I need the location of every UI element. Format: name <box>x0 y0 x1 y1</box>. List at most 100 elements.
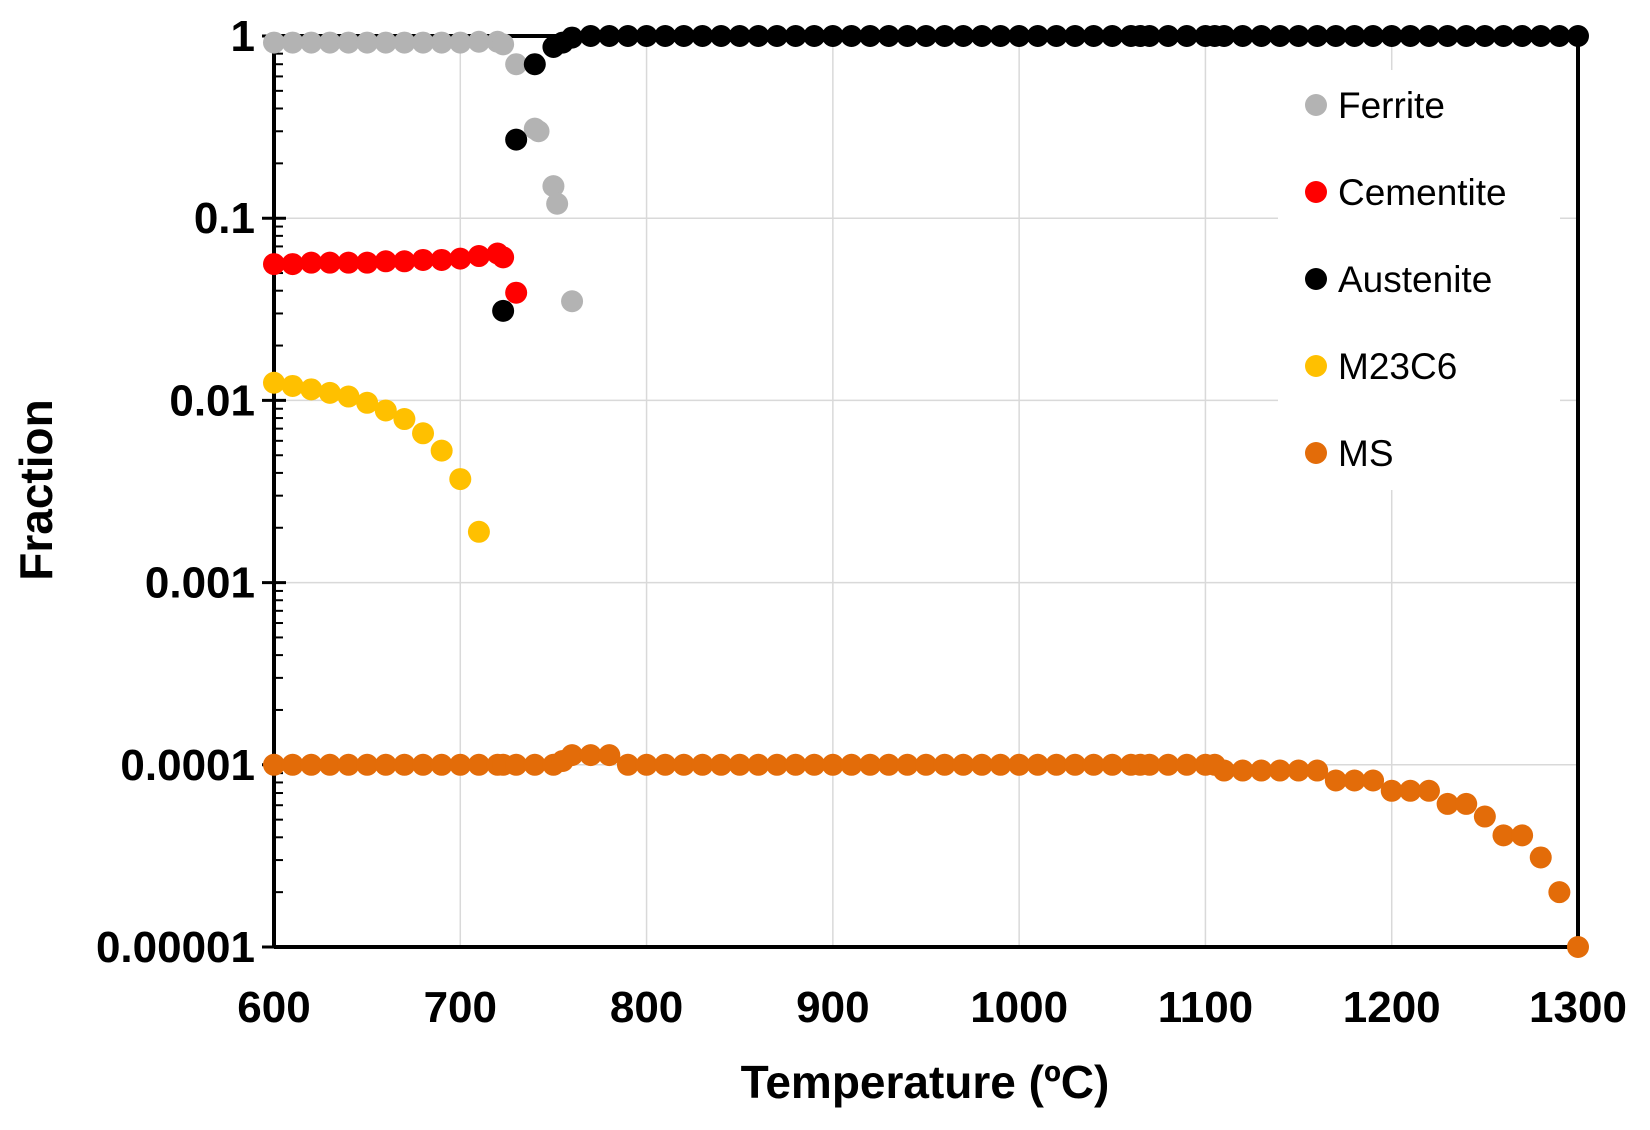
data-point <box>952 25 975 47</box>
data-point <box>337 385 360 408</box>
data-point <box>430 31 453 54</box>
y-axis-title: Fraction <box>10 399 62 580</box>
data-point <box>281 253 304 276</box>
data-point <box>877 25 900 47</box>
series-cementite <box>263 242 528 304</box>
data-point <box>1101 25 1124 47</box>
data-point <box>318 381 341 404</box>
data-point <box>430 248 453 271</box>
data-point <box>1436 25 1459 47</box>
data-point <box>467 520 490 543</box>
data-point <box>430 753 453 776</box>
data-point <box>561 290 584 313</box>
series-ferrite <box>263 30 584 313</box>
data-point <box>492 299 515 322</box>
data-point <box>1138 753 1161 776</box>
data-point <box>1324 769 1347 792</box>
data-points <box>263 25 1589 958</box>
data-point <box>1343 25 1366 47</box>
data-point <box>1548 25 1571 47</box>
data-point <box>579 744 602 767</box>
data-point <box>1268 759 1291 782</box>
data-point <box>393 753 416 776</box>
data-point <box>374 753 397 776</box>
data-point <box>300 31 323 54</box>
data-point <box>989 25 1012 47</box>
data-point <box>1306 759 1329 782</box>
data-point <box>765 25 788 47</box>
data-point <box>337 251 360 274</box>
data-point <box>896 753 919 776</box>
data-point <box>300 378 323 401</box>
y-tick-label: 0.0001 <box>120 741 255 790</box>
data-point <box>1138 25 1161 47</box>
data-point <box>337 31 360 54</box>
data-point <box>1380 779 1403 802</box>
data-point <box>1492 25 1515 47</box>
data-point <box>728 753 751 776</box>
data-point <box>561 26 584 49</box>
data-point <box>300 753 323 776</box>
y-tick-labels: 1 0.1 0.01 0.001 0.0001 0.00001 <box>96 12 255 972</box>
data-point <box>1473 805 1496 828</box>
data-point <box>449 247 472 270</box>
x-tick-label: 800 <box>610 983 683 1032</box>
data-point <box>859 753 882 776</box>
data-point <box>1567 936 1589 958</box>
series-austenite <box>492 25 1589 322</box>
data-point <box>467 30 490 53</box>
data-point <box>1380 25 1403 47</box>
data-point <box>1082 753 1105 776</box>
y-tick-label: 0.001 <box>145 559 255 608</box>
data-point <box>505 281 528 304</box>
data-point <box>915 25 937 47</box>
data-point <box>598 25 621 47</box>
data-point <box>1231 25 1254 47</box>
data-point <box>933 25 956 47</box>
data-point <box>970 753 993 776</box>
data-point <box>970 25 993 47</box>
data-point <box>803 753 826 776</box>
data-point <box>784 753 807 776</box>
data-point <box>542 175 565 198</box>
data-point <box>1399 25 1422 47</box>
legend-marker-ms <box>1305 442 1327 464</box>
data-point <box>1362 769 1385 792</box>
data-point <box>337 753 360 776</box>
data-point <box>747 25 770 47</box>
data-point <box>1101 753 1124 776</box>
data-point <box>821 753 844 776</box>
x-tick-label: 1200 <box>1343 983 1441 1032</box>
data-point <box>281 31 304 54</box>
series-ms <box>263 744 1589 958</box>
data-point <box>989 753 1012 776</box>
data-point <box>1250 759 1273 782</box>
data-point <box>1511 824 1534 847</box>
data-point <box>1064 753 1087 776</box>
x-tick-label: 600 <box>237 983 310 1032</box>
data-point <box>933 753 956 776</box>
legend-marker-cementite <box>1305 181 1327 203</box>
data-point <box>635 25 658 47</box>
x-axis-title: Temperature (ºC) <box>741 1056 1110 1108</box>
legend-marker-ferrite <box>1305 94 1327 116</box>
data-point <box>1231 759 1254 782</box>
data-point <box>952 753 975 776</box>
data-point <box>561 744 584 767</box>
data-point <box>1287 25 1310 47</box>
data-point <box>1268 25 1291 47</box>
data-point <box>318 251 341 274</box>
y-tick-label: 0.1 <box>194 194 255 243</box>
data-point <box>356 31 379 54</box>
data-point <box>691 25 714 47</box>
legend: Ferrite Cementite Austenite M23C6 MS <box>1278 70 1560 490</box>
legend-marker-m23c6 <box>1305 355 1327 377</box>
data-point <box>467 245 490 268</box>
data-point <box>1473 25 1496 47</box>
data-point <box>840 753 863 776</box>
data-point <box>859 25 882 47</box>
data-point <box>1529 25 1552 47</box>
data-point <box>598 744 621 767</box>
x-tick-label: 1000 <box>970 983 1068 1032</box>
data-point <box>1548 881 1571 904</box>
